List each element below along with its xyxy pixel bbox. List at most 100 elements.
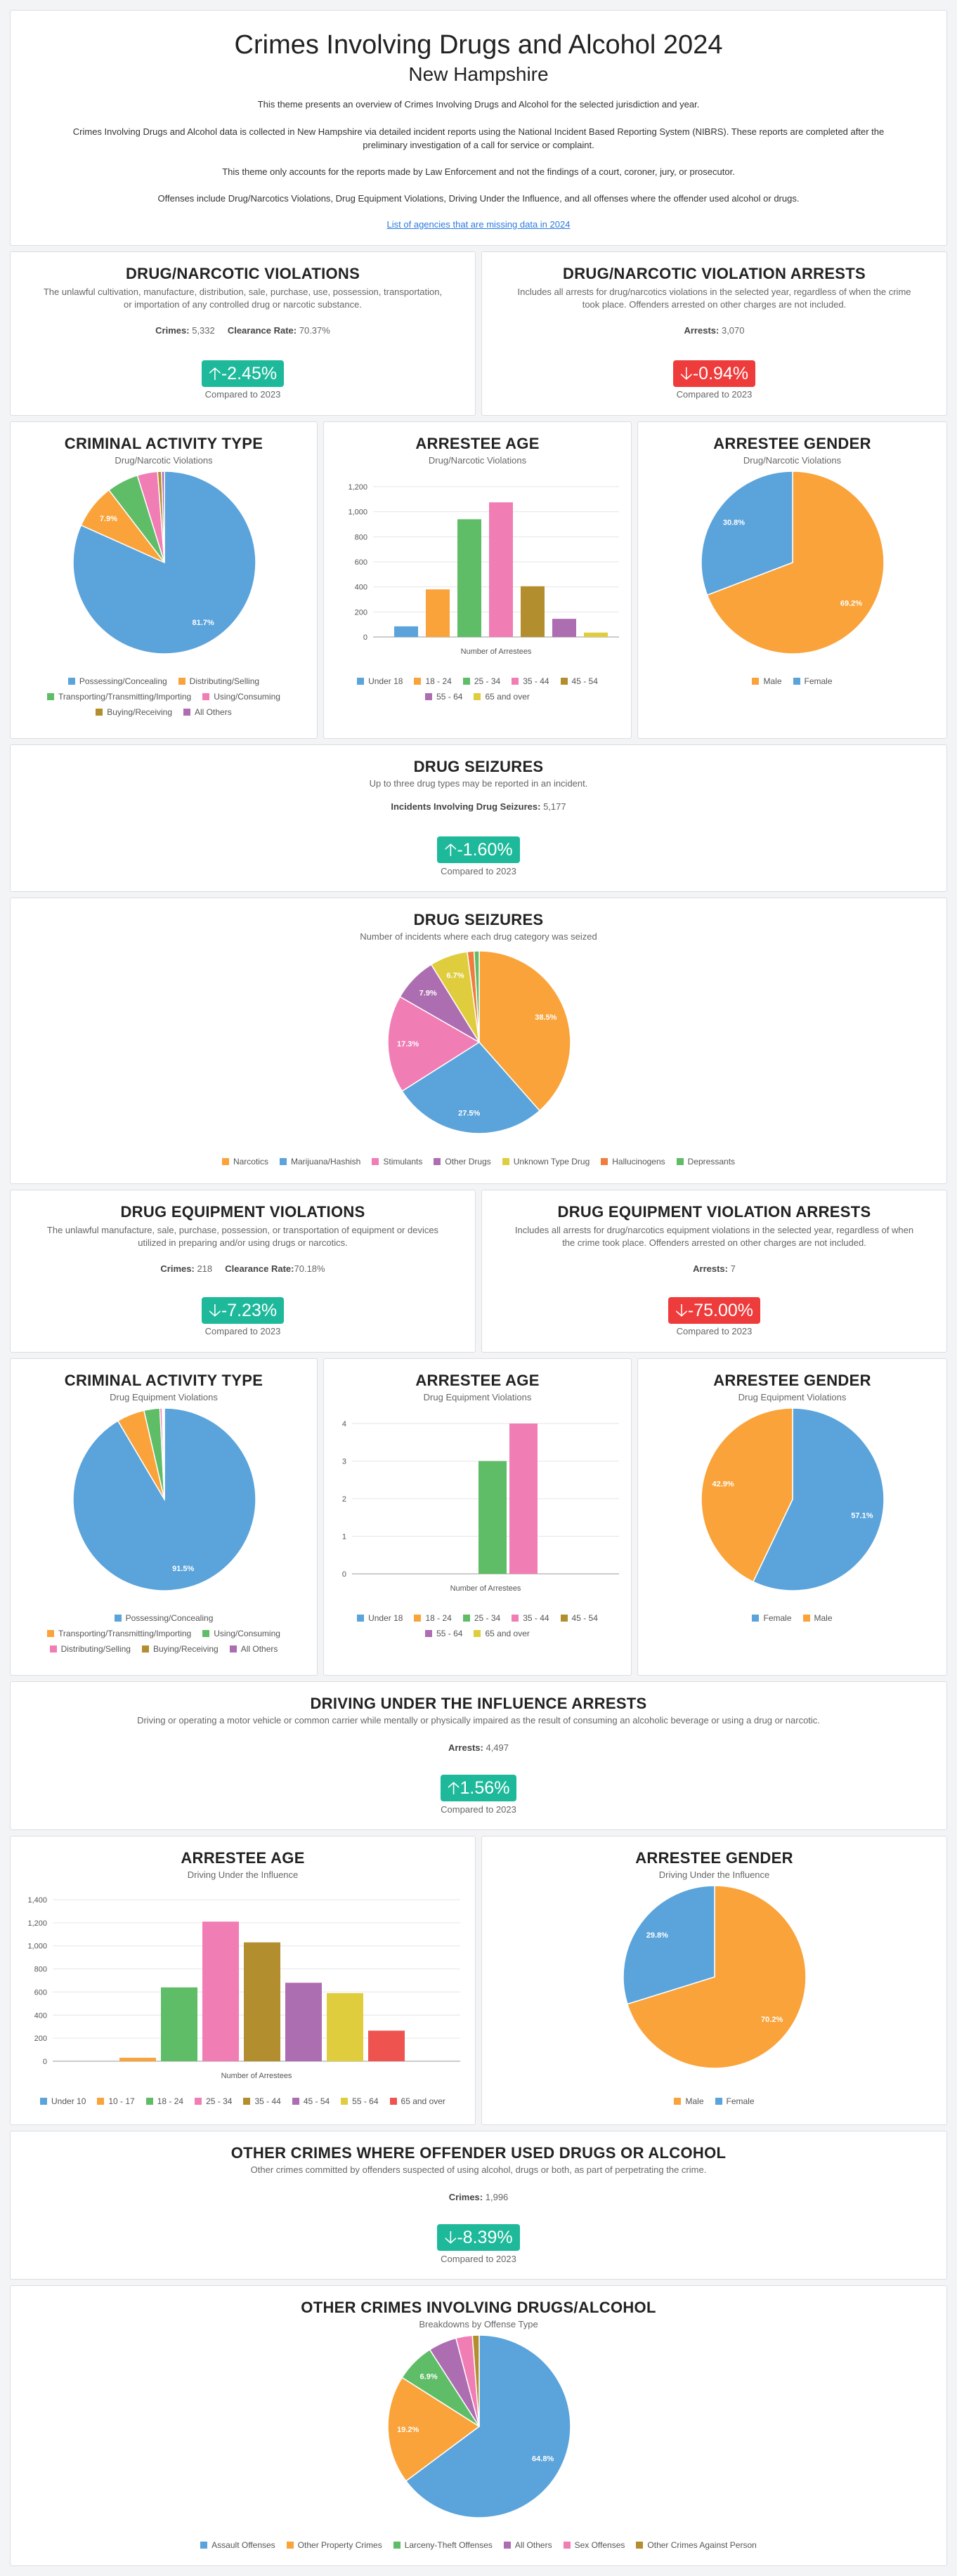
legend-item-using-consuming[interactable]: Using/Consuming xyxy=(202,689,280,704)
legend-swatch xyxy=(512,1615,519,1622)
change-badge: 🡡1.56% xyxy=(440,1775,517,1801)
legend-item-narcotics[interactable]: Narcotics xyxy=(221,1154,268,1169)
legend-swatch xyxy=(601,1158,608,1165)
legend-item-35-44[interactable]: 35 - 44 xyxy=(243,2094,281,2109)
pie-slice-marijuana-hashish[interactable] xyxy=(401,1041,541,1134)
bar-10-17[interactable] xyxy=(119,2058,156,2061)
stat-value: 3,070 xyxy=(721,325,745,336)
legend-item-buying-receiving[interactable]: Buying/Receiving xyxy=(96,704,172,720)
legend-item-buying-receiving[interactable]: Buying/Receiving xyxy=(141,1641,219,1657)
bar-65-and-over[interactable] xyxy=(368,2030,405,2061)
legend-item-25-34[interactable]: 25 - 34 xyxy=(195,2094,232,2109)
legend-swatch xyxy=(512,678,519,685)
legend-item-distributing-selling[interactable]: Distributing/Selling xyxy=(178,673,259,689)
bar-18-24[interactable] xyxy=(161,1987,197,2061)
legend-item-male[interactable]: Male xyxy=(752,673,782,689)
pie-slice-male[interactable] xyxy=(706,471,885,655)
missing-agencies-link[interactable]: List of agencies that are missing data i… xyxy=(386,219,571,230)
legend-item-possessing-concealing[interactable]: Possessing/Concealing xyxy=(114,1610,213,1626)
legend-item-25-34[interactable]: 25 - 34 xyxy=(462,673,500,689)
legend-item-all-others[interactable]: All Others xyxy=(229,1641,278,1657)
pie-slice-other-property-crimes[interactable] xyxy=(387,2377,481,2482)
legend-item-35-44[interactable]: 35 - 44 xyxy=(512,673,549,689)
pie-slice-all-others[interactable] xyxy=(162,1408,165,1500)
bar-25-34[interactable] xyxy=(457,519,481,637)
legend-item-65-and-over[interactable]: 65 and over xyxy=(474,689,530,704)
legend-item-45-54[interactable]: 45 - 54 xyxy=(560,1610,598,1626)
legend-item-male[interactable]: Male xyxy=(802,1610,833,1626)
pie-slice-male[interactable] xyxy=(626,1886,807,2069)
bar-35-44[interactable] xyxy=(244,1942,280,2061)
legend-row: 55 - 64 65 and over xyxy=(324,1626,631,1641)
bar-45-54[interactable] xyxy=(285,1983,322,2061)
bar-55-64[interactable] xyxy=(552,619,576,637)
bar-chart-arrestee-age-drug: 0 200 400 600 800 1,000 1,200 Number of Arreste… xyxy=(348,483,619,656)
legend-item-assault-offenses[interactable]: Assault Offenses xyxy=(200,2537,275,2553)
legend-item-hallucinogens[interactable]: Hallucinogens xyxy=(601,1154,665,1169)
bar-35-44[interactable] xyxy=(489,502,513,637)
legend-item-sex-offenses[interactable]: Sex Offenses xyxy=(563,2537,625,2553)
legend-item-transporting-transmitting-importing[interactable]: Transporting/Transmitting/Importing xyxy=(47,1626,191,1641)
bar-18-24[interactable] xyxy=(426,589,450,637)
pie-slice-all-others[interactable] xyxy=(161,471,165,563)
legend-item-25-34[interactable]: 25 - 34 xyxy=(462,1610,500,1626)
pie-slice-assault-offenses[interactable] xyxy=(405,2335,571,2518)
legend-item-all-others[interactable]: All Others xyxy=(183,704,232,720)
pie-slice-possessing-concealing[interactable] xyxy=(72,471,256,655)
bar-65-and-over[interactable] xyxy=(584,632,608,637)
legend-item-10-17[interactable]: 10 - 17 xyxy=(97,2094,135,2109)
legend-item-18-24[interactable]: 18 - 24 xyxy=(145,2094,183,2109)
legend-item-transporting-transmitting-importing[interactable]: Transporting/Transmitting/Importing xyxy=(47,689,191,704)
stat-line: Crimes: 1,996 xyxy=(11,2192,946,2202)
pie-slice-female[interactable] xyxy=(752,1408,885,1591)
pie-slice-male[interactable] xyxy=(701,1408,793,1583)
y-tick-label: 0 xyxy=(43,2058,47,2066)
bar-25-34[interactable] xyxy=(478,1461,507,1575)
legend-item-under-18[interactable]: Under 18 xyxy=(357,1610,403,1626)
legend-item-using-consuming[interactable]: Using/Consuming xyxy=(202,1626,280,1641)
legend-item-distributing-selling[interactable]: Distributing/Selling xyxy=(49,1641,131,1657)
legend-item-55-64[interactable]: 55 - 64 xyxy=(425,1626,462,1641)
pie-slice-female[interactable] xyxy=(623,1886,715,2005)
bar-35-44[interactable] xyxy=(509,1424,538,1574)
legend-item-female[interactable]: Female xyxy=(752,1610,792,1626)
bar-55-64[interactable] xyxy=(327,1993,363,2061)
bar-25-34[interactable] xyxy=(202,1921,239,2061)
legend-item-45-54[interactable]: 45 - 54 xyxy=(292,2094,330,2109)
legend-item-possessing-concealing[interactable]: Possessing/Concealing xyxy=(67,673,167,689)
legend-item-under-18[interactable]: Under 18 xyxy=(357,673,403,689)
legend-item-18-24[interactable]: 18 - 24 xyxy=(414,673,452,689)
legend-item-55-64[interactable]: 55 - 64 xyxy=(425,689,462,704)
pie-slice-depressants[interactable] xyxy=(473,950,480,1043)
legend-item-all-others[interactable]: All Others xyxy=(503,2537,552,2553)
legend-item-larceny-theft-offenses[interactable]: Larceny-Theft Offenses xyxy=(393,2537,493,2553)
legend-item-18-24[interactable]: 18 - 24 xyxy=(414,1610,452,1626)
legend-item-female[interactable]: Female xyxy=(715,2094,755,2109)
legend-item-45-54[interactable]: 45 - 54 xyxy=(560,673,598,689)
pie-slice-female[interactable] xyxy=(701,471,793,596)
legend-item-65-and-over[interactable]: 65 and over xyxy=(474,1626,530,1641)
legend-row: Possessing/Concealing xyxy=(11,1610,317,1626)
legend-row: Under 18 18 - 24 25 - 34 35 - 44 45 - 54 xyxy=(324,1610,631,1626)
bar-under-18[interactable] xyxy=(394,626,418,637)
legend-item-other-crimes-against-person[interactable]: Other Crimes Against Person xyxy=(636,2537,757,2553)
pie-slice-narcotics[interactable] xyxy=(478,950,571,1112)
legend-item-unknown-type-drug[interactable]: Unknown Type Drug xyxy=(502,1154,590,1169)
bar-45-54[interactable] xyxy=(521,586,545,637)
legend-item-under-10[interactable]: Under 10 xyxy=(40,2094,86,2109)
pie-slice-stimulants[interactable] xyxy=(387,996,481,1092)
legend-item-male[interactable]: Male xyxy=(674,2094,704,2109)
legend-item-35-44[interactable]: 35 - 44 xyxy=(512,1610,549,1626)
legend-item-marijuana-hashish[interactable]: Marijuana/Hashish xyxy=(279,1154,360,1169)
legend-item-55-64[interactable]: 55 - 64 xyxy=(341,2094,379,2109)
legend-item-depressants[interactable]: Depressants xyxy=(676,1154,735,1169)
pie-slice-other-crimes-against-person[interactable] xyxy=(471,2335,480,2427)
legend-label: Under 18 xyxy=(368,676,403,686)
legend-item-65-and-over[interactable]: 65 and over xyxy=(389,2094,445,2109)
stat-label: Crimes: xyxy=(448,2192,483,2202)
legend-item-female[interactable]: Female xyxy=(793,673,833,689)
legend-item-stimulants[interactable]: Stimulants xyxy=(372,1154,422,1169)
legend-item-other-property-crimes[interactable]: Other Property Crimes xyxy=(286,2537,382,2553)
stat-value: 4,497 xyxy=(486,1742,509,1753)
legend-item-other-drugs[interactable]: Other Drugs xyxy=(434,1154,491,1169)
